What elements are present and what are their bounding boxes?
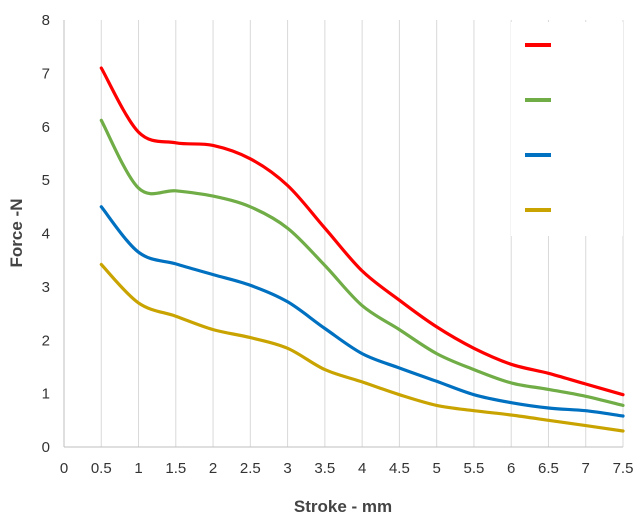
x-tick-label: 6 <box>507 460 515 477</box>
x-tick-label: 3 <box>283 460 291 477</box>
y-tick-label: 3 <box>42 279 50 296</box>
y-tick-label: 8 <box>42 12 50 29</box>
x-tick-label: 7.5 <box>613 460 634 477</box>
x-tick-label: 1.5 <box>165 460 186 477</box>
x-tick-label: 7 <box>582 460 590 477</box>
y-tick-label: 1 <box>42 386 50 403</box>
tick-labels: 0 0.5 1 1.5 2 2.5 3 3.5 4 4.5 5 5.5 6 6.5 7 7.5 0 1 2 3 4 5 6 7… <box>42 12 634 477</box>
legend <box>511 22 623 236</box>
x-tick-label: 6.5 <box>538 460 559 477</box>
legend-box <box>511 22 623 236</box>
x-tick-label: 4.5 <box>389 460 410 477</box>
x-tick-label: 5 <box>432 460 440 477</box>
y-tick-label: 5 <box>42 172 50 189</box>
series-lines <box>99 66 625 433</box>
x-axis-title: Stroke - mm <box>294 497 392 516</box>
x-tick-label: 0.5 <box>91 460 112 477</box>
series-line-4 <box>99 262 625 433</box>
axes <box>63 20 623 448</box>
y-tick-label: 7 <box>42 65 50 82</box>
y-tick-label: 4 <box>42 226 50 243</box>
series-line-3 <box>99 205 625 418</box>
series-line-2 <box>99 118 625 407</box>
x-tick-label: 1 <box>134 460 142 477</box>
y-tick-label: 2 <box>42 332 50 349</box>
x-tick-label: 4 <box>358 460 366 477</box>
y-axis-title: Force -N <box>7 199 26 268</box>
x-tick-label: 3.5 <box>314 460 335 477</box>
x-tick-label: 5.5 <box>464 460 485 477</box>
y-tick-label: 6 <box>42 119 50 136</box>
x-tick-label: 2 <box>209 460 217 477</box>
y-tick-label: 0 <box>42 439 50 456</box>
series-line-1 <box>99 66 625 397</box>
x-tick-label: 0 <box>60 460 68 477</box>
x-tick-label: 2.5 <box>240 460 261 477</box>
